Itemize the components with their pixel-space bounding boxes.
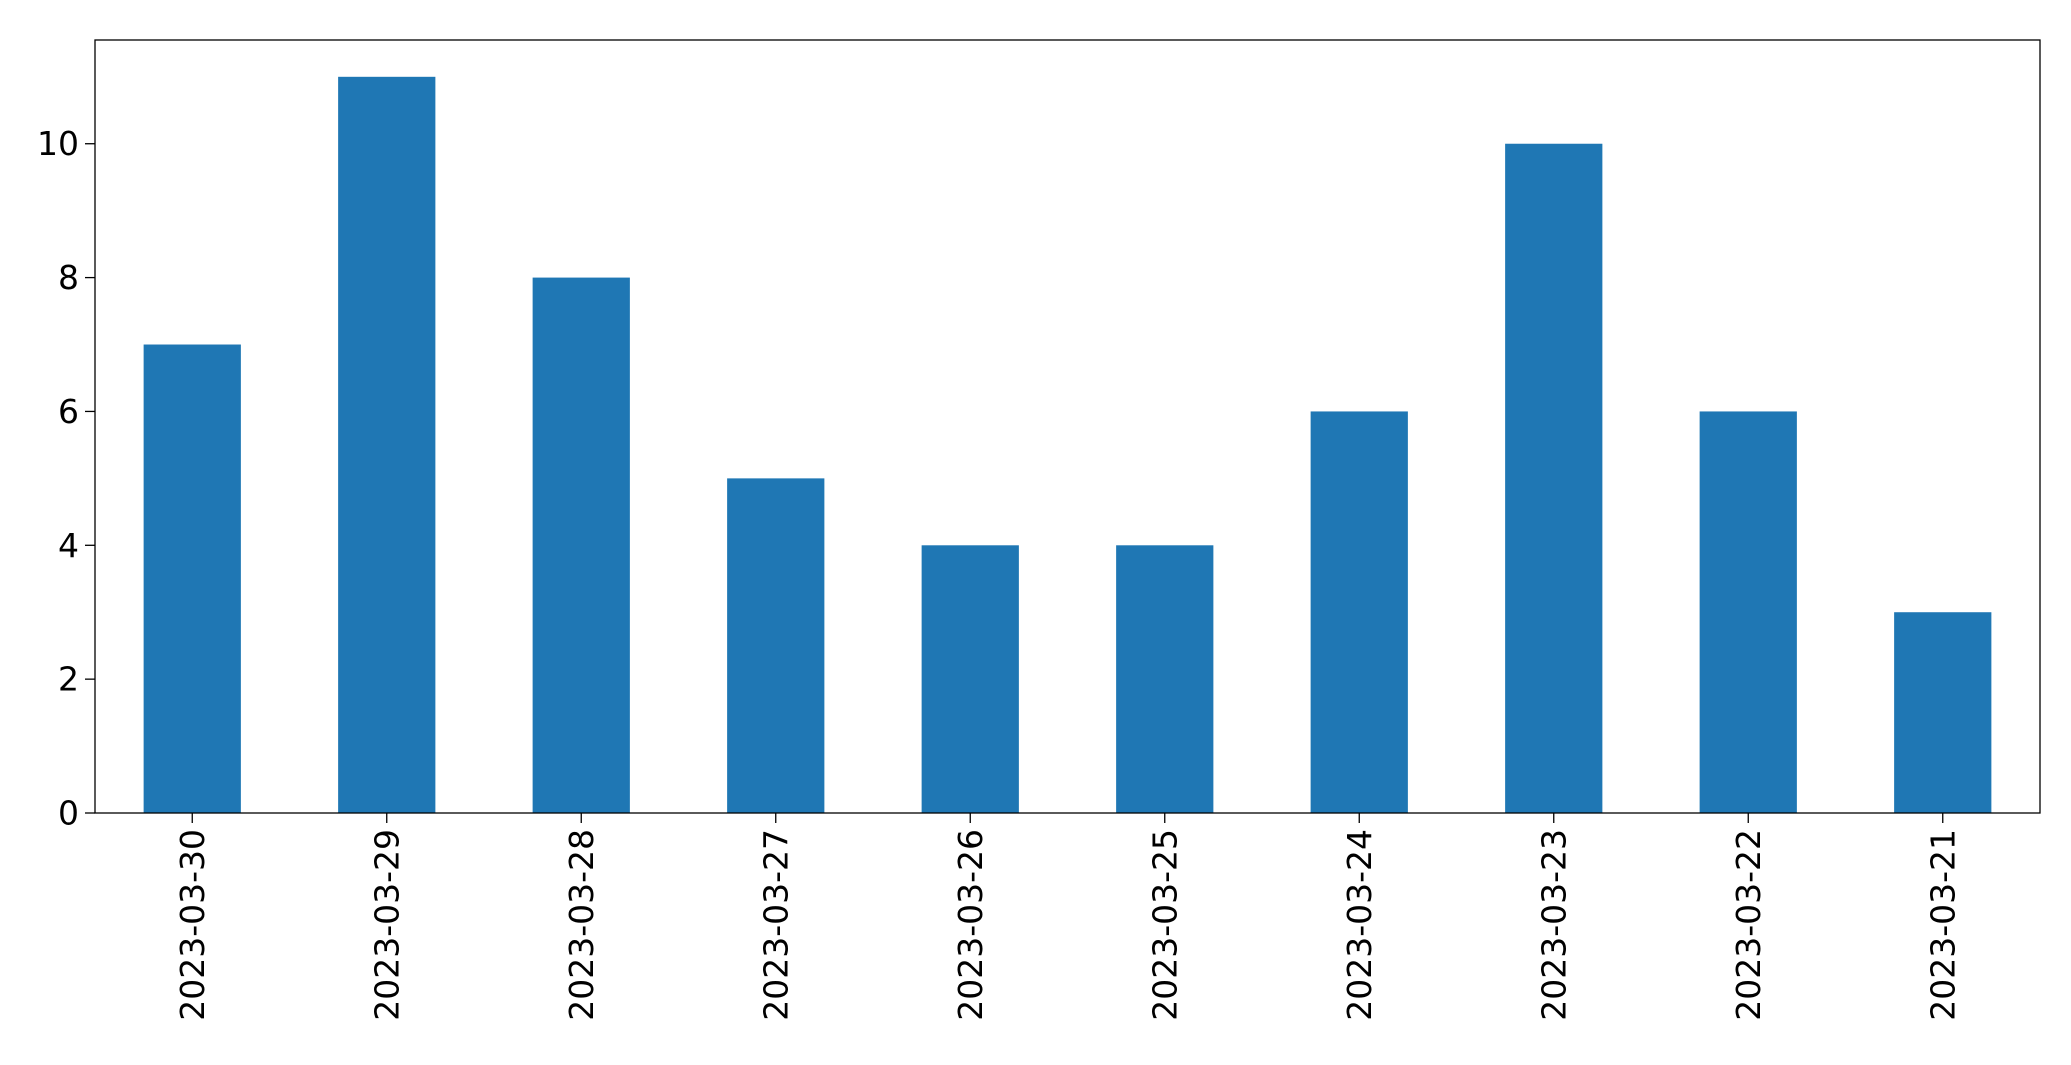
x-tick-label: 2023-03-21 (1923, 829, 1962, 1021)
x-tick-label: 2023-03-27 (756, 829, 795, 1021)
bar-2023-03-21 (1894, 612, 1992, 813)
bar-2023-03-30 (143, 344, 241, 813)
x-axis: 2023-03-30 2023-03-29 2023-03-28 2023-03-27… (173, 813, 1962, 1021)
x-tick-label: 2023-03-30 (173, 829, 212, 1021)
y-tick-label: 8 (58, 258, 79, 297)
y-tick-label: 4 (58, 526, 79, 565)
bars-layer (143, 76, 1992, 814)
bar-2023-03-23 (1505, 143, 1603, 813)
y-axis: 0 2 4 6 8 10 (37, 124, 95, 833)
y-tick-label: 10 (37, 124, 79, 163)
bar-2023-03-25 (1116, 545, 1214, 813)
bar-2023-03-26 (921, 545, 1019, 813)
bar-2023-03-24 (1310, 411, 1408, 813)
x-tick-label: 2023-03-26 (951, 829, 990, 1021)
bar-2023-03-27 (727, 478, 825, 813)
x-tick-label: 2023-03-24 (1340, 829, 1379, 1021)
x-tick-label: 2023-03-28 (562, 829, 601, 1021)
y-tick-label: 2 (58, 660, 79, 699)
plot-frame (94, 39, 2041, 814)
y-tick-label: 0 (58, 794, 79, 833)
y-tick-label: 6 (58, 392, 79, 431)
bar-2023-03-28 (532, 277, 630, 813)
x-tick-label: 2023-03-23 (1534, 829, 1573, 1021)
bar-2023-03-22 (1699, 411, 1797, 813)
x-tick-label: 2023-03-22 (1729, 829, 1768, 1021)
bar-2023-03-29 (338, 76, 436, 814)
x-tick-label: 2023-03-25 (1145, 829, 1184, 1021)
x-tick-label: 2023-03-29 (367, 829, 406, 1021)
